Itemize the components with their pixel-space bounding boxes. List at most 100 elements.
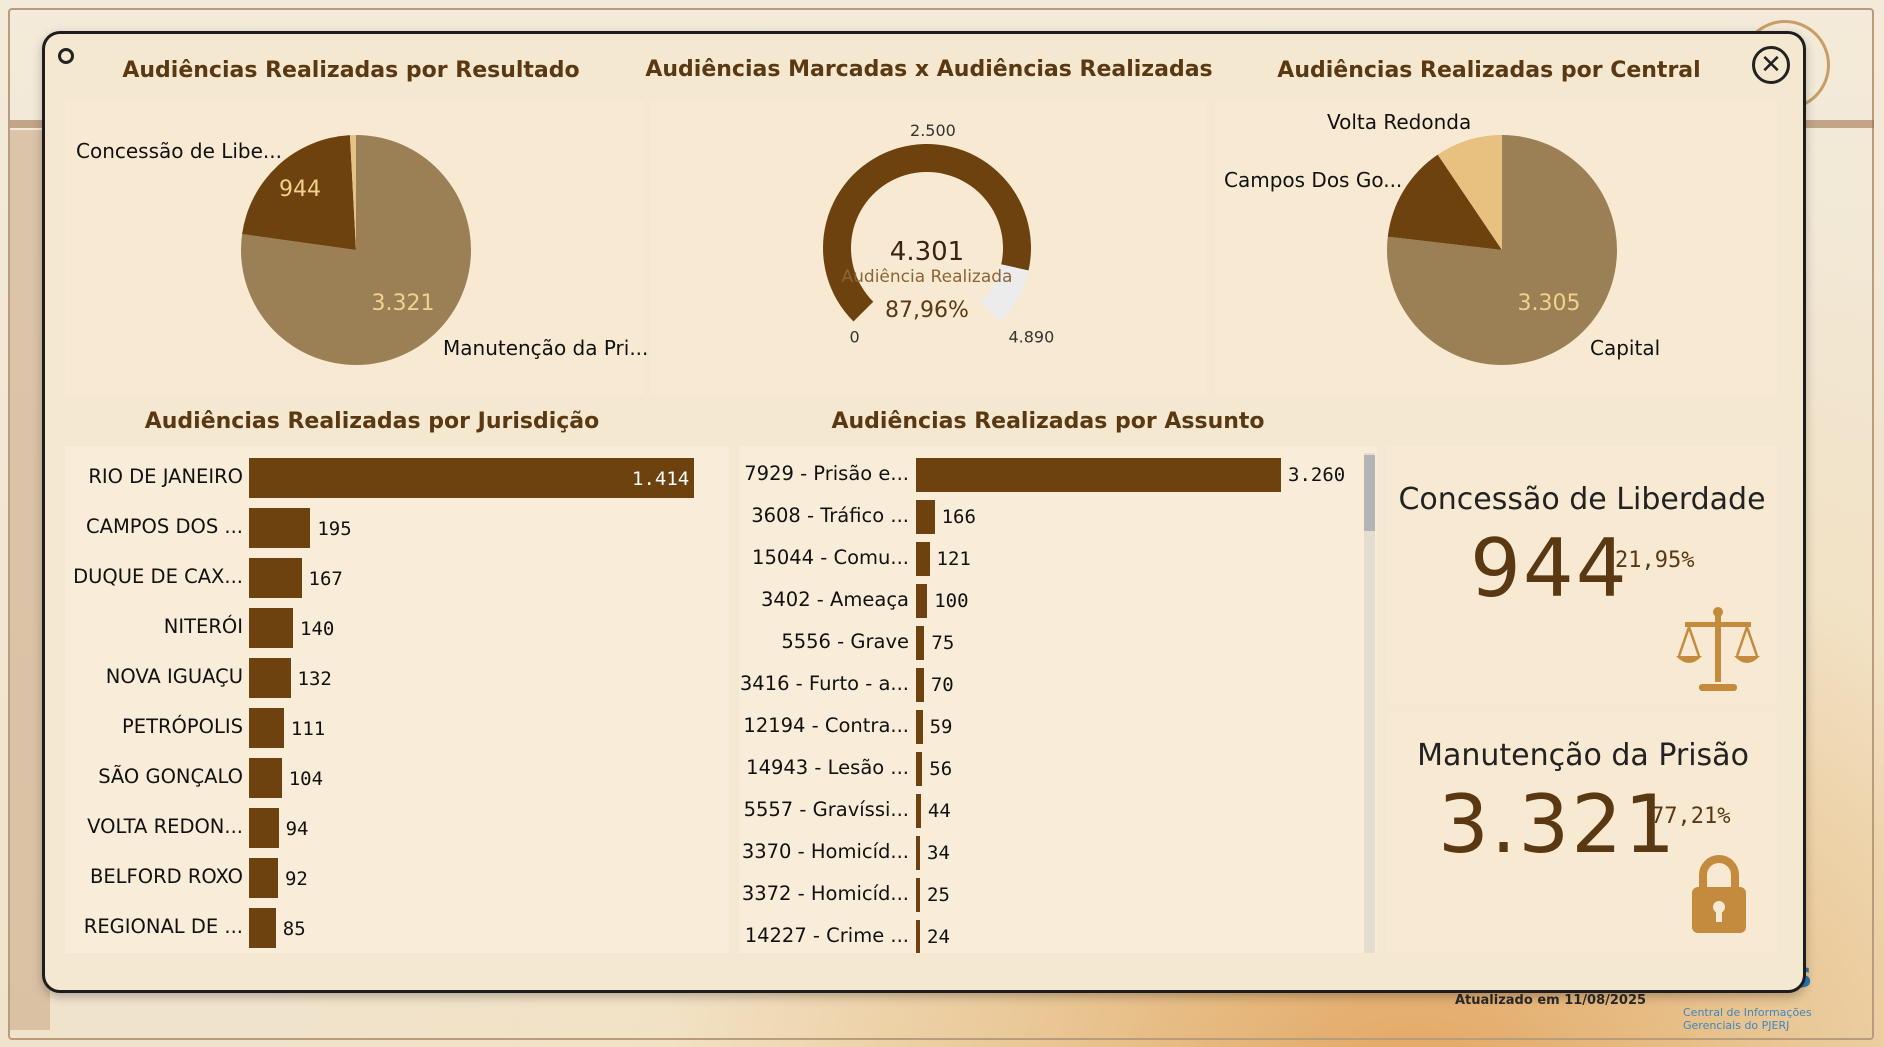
pie-central-slice-1[interactable] xyxy=(1387,154,1502,250)
assunto-value-label: 166 xyxy=(941,506,976,528)
gauge-target-label: 2.500 xyxy=(910,121,956,140)
scrollbar-thumb[interactable] xyxy=(1364,455,1375,531)
assunto-category-label: 3402 - Ameaça xyxy=(760,588,909,611)
kpi-concessao-percent: 21,95% xyxy=(1615,548,1695,573)
title-central: Audiências Realizadas por Central xyxy=(1277,58,1701,83)
jurisdicao-value-label: 195 xyxy=(317,518,352,540)
assunto-category-label: 3370 - Homicíd... xyxy=(741,840,909,863)
kpi-concessao-title: Concessão de Liberdade xyxy=(1398,482,1766,517)
pie-label-volta-redonda: Volta Redonda xyxy=(1327,110,1472,134)
assunto-bar[interactable] xyxy=(916,542,930,576)
pie-resultado[interactable]: 3.321 944 xyxy=(240,134,472,366)
assunto-value-label: 59 xyxy=(929,716,953,738)
jurisdicao-category-label: REGIONAL DE ... xyxy=(83,915,243,938)
updated-date: Atualizado em 11/08/2025 xyxy=(1455,993,1647,1008)
assunto-bar[interactable] xyxy=(916,794,921,828)
kpi-manutencao-title: Manutenção da Prisão xyxy=(1417,738,1749,773)
jurisdicao-bar[interactable] xyxy=(249,608,294,648)
gauge-filled-arc[interactable] xyxy=(823,144,1031,322)
kpi-concessao-value: 944 xyxy=(1470,522,1629,615)
jurisdicao-value-label: 132 xyxy=(297,668,332,690)
assunto-bar[interactable] xyxy=(916,584,928,618)
jurisdicao-category-label: NOVA IGUAÇU xyxy=(105,665,243,688)
pie-label-manutencao: Manutenção da Pri... xyxy=(443,336,649,360)
assunto-bar[interactable] xyxy=(916,752,923,786)
jurisdicao-value-label: 1.414 xyxy=(632,468,690,490)
close-icon: ✕ xyxy=(1760,50,1782,80)
assunto-category-label: 3372 - Homicíd... xyxy=(741,882,909,905)
assunto-category-label: 5556 - Grave xyxy=(781,630,909,653)
jurisdicao-value-label: 167 xyxy=(308,568,343,590)
assunto-category-label: 7929 - Prisão e... xyxy=(744,462,909,485)
jurisdicao-bar[interactable] xyxy=(249,508,311,548)
jurisdicao-bar[interactable] xyxy=(249,808,279,848)
panel-jurisdicao xyxy=(65,446,729,953)
assunto-bar[interactable] xyxy=(916,500,935,534)
pie-resultado-slice-0[interactable] xyxy=(240,135,471,365)
focus-mode-icon[interactable] xyxy=(58,48,74,64)
jurisdicao-bar[interactable] xyxy=(249,708,284,748)
pie-resultado-slice-2[interactable] xyxy=(349,135,356,250)
assunto-bar[interactable] xyxy=(916,668,924,702)
page-frame xyxy=(8,8,1874,1040)
kpi-card-concessao xyxy=(1387,446,1777,703)
lock-icon xyxy=(1692,855,1746,933)
assunto-category-label: 14227 - Crime ... xyxy=(744,924,909,947)
jurisdicao-value-label: 92 xyxy=(284,868,308,890)
close-button[interactable]: ✕ xyxy=(1752,46,1790,84)
jurisdicao-bar[interactable] xyxy=(249,908,276,948)
jurisdicao-category-label: NITERÓI xyxy=(163,615,243,638)
jurisdicao-category-label: SÃO GONÇALO xyxy=(98,765,243,788)
assunto-bar[interactable] xyxy=(916,878,920,912)
jurisdicao-value-label: 111 xyxy=(290,718,326,740)
assunto-bar[interactable] xyxy=(916,710,923,744)
assunto-bar[interactable] xyxy=(916,626,925,660)
assunto-value-label: 100 xyxy=(934,590,969,612)
jurisdicao-bar[interactable] xyxy=(249,858,278,898)
assunto-bar[interactable] xyxy=(916,920,920,953)
jurisdicao-bar[interactable] xyxy=(249,458,694,498)
assunto-category-label: 5557 - Gravíssi... xyxy=(743,798,909,821)
jurisdicao-category-label: VOLTA REDON... xyxy=(87,815,243,838)
title-marcadas: Audiências Marcadas x Audiências Realiza… xyxy=(645,57,1213,82)
pie-label-capital: Capital xyxy=(1590,336,1661,360)
assunto-bar[interactable] xyxy=(916,836,920,870)
pie-resultado-slice-1[interactable] xyxy=(242,135,356,250)
kpi-manutencao-percent: 77,21% xyxy=(1651,804,1731,829)
assunto-category-label: 14943 - Lesão ... xyxy=(746,756,909,779)
jurisdicao-value-label: 104 xyxy=(288,768,324,790)
jurisdicao-bar[interactable] xyxy=(249,758,282,798)
assunto-value-label: 56 xyxy=(929,758,953,780)
title-resultado: Audiências Realizadas por Resultado xyxy=(122,58,580,83)
gauge-value-caption: Audiência Realizada xyxy=(842,267,1013,287)
jurisdicao-value-label: 94 xyxy=(285,818,309,840)
kpi-manutencao-value: 3.321 xyxy=(1438,778,1678,871)
jurisdicao-bar[interactable] xyxy=(249,658,291,698)
assunto-value-label: 44 xyxy=(927,800,951,822)
gauge-max-label: 4.890 xyxy=(1008,327,1054,346)
bar-chart-assunto[interactable]: 7929 - Prisão e... 3.260 3608 - Tráfico ..… xyxy=(739,446,1377,953)
jurisdicao-value-label: 140 xyxy=(300,618,335,640)
gauge-min-label: 0 xyxy=(850,327,860,346)
assunto-category-label: 3608 - Tráfico ... xyxy=(751,504,909,527)
assunto-category-label: 15044 - Comu... xyxy=(752,546,909,569)
pie-resultado-value-label-0: 3.321 xyxy=(372,291,435,316)
pie-central[interactable]: 3.305 xyxy=(1386,134,1618,366)
assunto-value-label: 3.260 xyxy=(1288,464,1346,486)
assunto-bar[interactable] xyxy=(916,458,1281,492)
pie-central-slice-2[interactable] xyxy=(1437,135,1502,250)
gauge-remaining-arc[interactable] xyxy=(980,264,1029,322)
jurisdicao-category-label: PETRÓPOLIS xyxy=(122,715,243,738)
scrollbar-track[interactable] xyxy=(1364,453,1375,953)
scales-icon xyxy=(1676,607,1760,691)
assunto-value-label: 75 xyxy=(931,632,955,654)
pie-resultado-value-label-1: 944 xyxy=(279,177,321,202)
assunto-value-label: 24 xyxy=(927,926,950,948)
title-jurisdicao: Audiências Realizadas por Jurisdição xyxy=(144,409,600,434)
assunto-category-label: 12194 - Contra... xyxy=(743,714,909,737)
assunto-value-label: 70 xyxy=(930,674,954,696)
assunto-category-label: 3416 - Furto - a... xyxy=(739,672,909,695)
bar-chart-jurisdicao[interactable]: RIO DE JANEIRO 1.414 CAMPOS DOS ... 195 DUQU… xyxy=(65,446,729,953)
jurisdicao-bar[interactable] xyxy=(249,558,302,598)
